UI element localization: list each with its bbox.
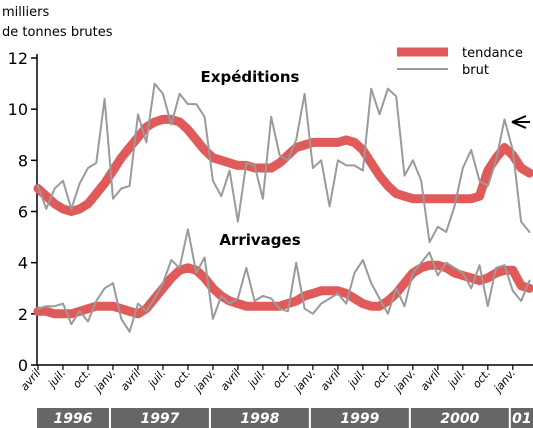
x-tick-label: juil. [144, 367, 168, 392]
x-tick-label: oct. [470, 367, 493, 391]
y-tick-label: 10 [8, 100, 28, 119]
y-tick-label: 6 [18, 203, 28, 222]
year-label: 1997 [140, 411, 179, 427]
x-tick-label: oct. [170, 367, 193, 391]
brut-line [37, 228, 531, 333]
y-axis-label: milliers [2, 5, 49, 20]
year-label: 01 [512, 411, 531, 427]
year-band [110, 408, 209, 428]
x-tick-label: avril [318, 367, 343, 394]
series-label: Arrivages [219, 231, 300, 249]
year-label: 1999 [340, 411, 379, 427]
x-tick-label: oct. [370, 367, 393, 391]
x-tick-label: janv. [290, 367, 318, 397]
brut-line [37, 82, 531, 244]
series-label: Expéditions [201, 68, 300, 86]
year-band [410, 408, 509, 428]
year-label: 2000 [440, 411, 479, 427]
x-tick-label: avril [218, 367, 243, 394]
legend-label: tendance [462, 46, 523, 61]
y-tick-label: 0 [18, 356, 28, 375]
arrow [511, 115, 530, 129]
x-tick-label: oct. [270, 367, 293, 391]
y-tick-label: 4 [18, 254, 28, 273]
x-tick-label: juil. [44, 367, 68, 392]
x-tick-label: oct. [70, 367, 93, 391]
x-tick-label: avril [118, 367, 143, 394]
x-tick-label: janv. [490, 367, 518, 397]
legend-label: brut [462, 63, 489, 78]
tendance-line [33, 114, 533, 216]
y-axis-label: de tonnes brutes [2, 25, 113, 40]
x-tick-label: avril [418, 367, 443, 394]
x-tick-label: janv. [90, 367, 118, 397]
year-band [210, 408, 309, 428]
x-tick-label: juil. [444, 367, 468, 392]
x-tick-label: juil. [244, 367, 268, 392]
x-tick-label: janv. [190, 367, 218, 397]
y-tick-label: 2 [18, 305, 28, 324]
year-label: 1998 [240, 411, 279, 427]
year-band [37, 408, 109, 428]
x-tick-label: juil. [344, 367, 368, 392]
y-tick-label: 12 [8, 49, 28, 68]
tendance-line [33, 260, 533, 319]
x-tick-label: janv. [390, 367, 418, 397]
year-band [510, 408, 533, 428]
y-tick-label: 8 [18, 151, 28, 170]
year-band [310, 408, 409, 428]
year-label: 1996 [54, 411, 93, 427]
